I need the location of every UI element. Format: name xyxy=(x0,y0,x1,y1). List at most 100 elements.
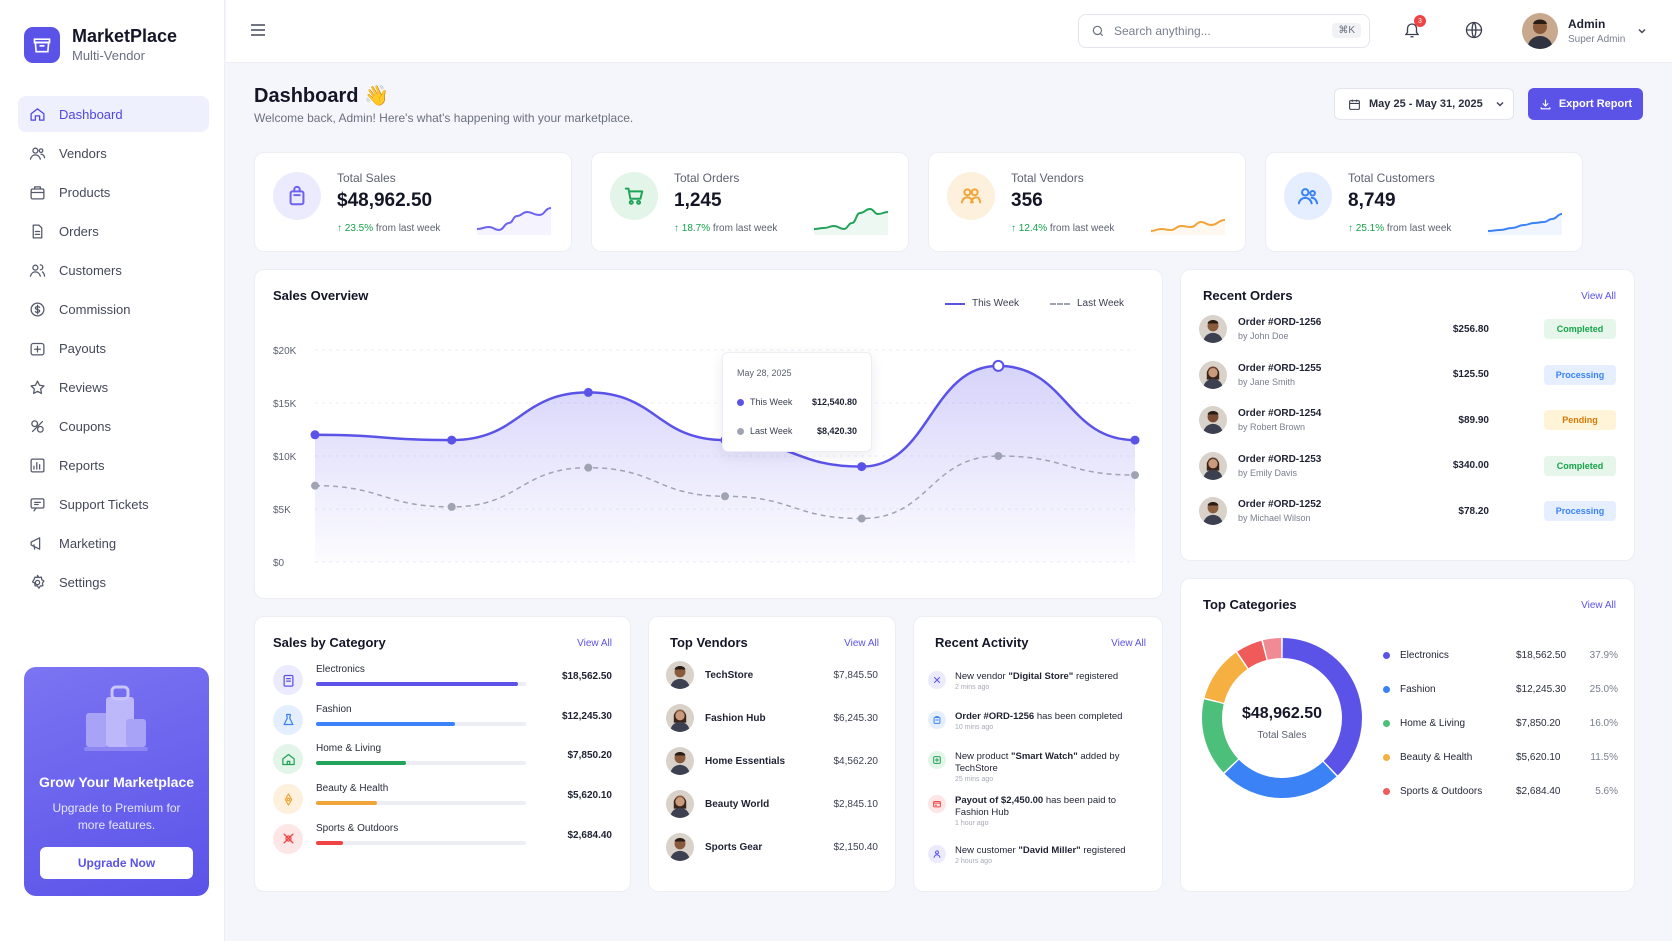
this-week-point[interactable] xyxy=(583,387,593,397)
activity-time: 25 mins ago xyxy=(955,776,994,783)
vendor-name: TechStore xyxy=(705,669,754,681)
top-category-legend-item[interactable]: Sports & Outdoors $2,684.40 5.6% xyxy=(1383,784,1618,798)
sales-by-category-view-all-link[interactable]: View All xyxy=(577,638,612,649)
order-row[interactable]: Order #ORD-1253 by Emily Davis $340.00 Comp… xyxy=(1199,445,1616,487)
sidebar-item-reports[interactable]: Reports xyxy=(18,447,209,483)
sidebar-item-vendors[interactable]: Vendors xyxy=(18,135,209,171)
top-category-name: Fashion xyxy=(1400,683,1436,695)
sidebar-item-commission[interactable]: Commission xyxy=(18,291,209,327)
order-row[interactable]: Order #ORD-1256 by John Doe $256.80 Complet… xyxy=(1199,308,1616,350)
this-week-point[interactable] xyxy=(310,430,320,440)
sidebar-item-marketing[interactable]: Marketing xyxy=(18,525,209,561)
activity-item[interactable]: New vendor "Digital Store" registered 2 m… xyxy=(928,671,1148,707)
export-report-button[interactable]: Export Report xyxy=(1528,88,1643,120)
legend-dot xyxy=(1383,787,1390,795)
upgrade-now-button[interactable]: Upgrade Now xyxy=(40,847,193,879)
legend-this-week[interactable]: This Week xyxy=(945,298,1019,309)
order-id: Order #ORD-1254 xyxy=(1238,408,1322,419)
export-report-label: Export Report xyxy=(1558,98,1633,110)
top-category-legend-item[interactable]: Home & Living $7,850.20 16.0% xyxy=(1383,716,1618,730)
stat-change-percent: 23.5% xyxy=(344,223,374,234)
arrow-up-icon: ↑ xyxy=(674,223,682,234)
activity-item[interactable]: New customer "David Miller" registered 2 … xyxy=(928,845,1148,881)
stat-change: ↑ 23.5% from last week xyxy=(337,223,440,234)
category-row[interactable]: Electronics $18,562.50 xyxy=(273,664,612,695)
order-amount: $89.90 xyxy=(1458,414,1489,426)
stat-change-percent: 18.7% xyxy=(681,223,711,234)
sidebar-item-orders[interactable]: Orders xyxy=(18,213,209,249)
order-row[interactable]: Order #ORD-1252 by Michael Wilson $78.20 Pr… xyxy=(1199,490,1616,532)
activity-item[interactable]: Order #ORD-1256 has been completed 10 min… xyxy=(928,711,1148,747)
this-week-point[interactable] xyxy=(447,435,457,445)
order-row[interactable]: Order #ORD-1255 by Jane Smith $125.50 Proce… xyxy=(1199,354,1616,396)
donut-slice[interactable] xyxy=(1237,640,1267,669)
category-row[interactable]: Fashion $12,245.30 xyxy=(273,704,612,735)
last-week-point[interactable] xyxy=(447,502,456,511)
activity-time: 2 mins ago xyxy=(955,684,990,691)
stat-card-total-sales[interactable]: Total Sales $48,962.50 ↑ 23.5% from last w… xyxy=(254,152,572,252)
last-week-point[interactable] xyxy=(994,452,1003,460)
category-name: Home & Living xyxy=(316,743,382,755)
stat-card-total-orders[interactable]: Total Orders 1,245 ↑ 18.7% from last week xyxy=(591,152,909,252)
sidebar-item-dashboard[interactable]: Dashboard xyxy=(18,96,209,132)
stat-change: ↑ 12.4% from last week xyxy=(1011,223,1114,234)
recent-activity-view-all-link[interactable]: View All xyxy=(1111,638,1146,649)
vendor-row[interactable]: Fashion Hub $6,245.30 xyxy=(666,704,878,732)
donut-slice[interactable] xyxy=(1262,638,1282,660)
sidebar-item-settings[interactable]: Settings xyxy=(18,564,209,600)
vendor-row[interactable]: Beauty World $2,845.10 xyxy=(666,790,878,818)
top-category-legend-item[interactable]: Beauty & Health $5,620.10 11.5% xyxy=(1383,750,1618,764)
top-category-legend-item[interactable]: Fashion $12,245.30 25.0% xyxy=(1383,682,1618,696)
donut-slice[interactable] xyxy=(1202,699,1239,773)
sidebar-item-customers[interactable]: Customers xyxy=(18,252,209,288)
language-button[interactable] xyxy=(1464,20,1484,40)
stat-card-total-customers[interactable]: Total Customers 8,749 ↑ 25.1% from last we… xyxy=(1265,152,1583,252)
category-row[interactable]: Beauty & Health $5,620.10 xyxy=(273,783,612,815)
vendor-row[interactable]: Home Essentials $4,562.20 xyxy=(666,747,878,775)
search-input[interactable] xyxy=(1114,24,1314,38)
vendor-avatar xyxy=(666,790,694,818)
sidebar-item-reviews[interactable]: Reviews xyxy=(18,369,209,405)
last-week-point[interactable] xyxy=(584,463,593,472)
legend-last-week[interactable]: Last Week xyxy=(1050,298,1124,309)
sidebar-item-coupons[interactable]: Coupons xyxy=(18,408,209,444)
sports-icon xyxy=(273,823,303,854)
this-week-point[interactable] xyxy=(992,359,1005,372)
recent-orders-view-all-link[interactable]: View All xyxy=(1581,291,1616,302)
top-category-legend-item[interactable]: Electronics $18,562.50 37.9% xyxy=(1383,648,1618,662)
this-week-point[interactable] xyxy=(857,462,867,472)
order-id: Order #ORD-1255 xyxy=(1238,362,1322,374)
order-row[interactable]: Order #ORD-1254 by Robert Brown $89.90 Pend… xyxy=(1199,399,1616,441)
category-row[interactable]: Home & Living $7,850.20 xyxy=(273,743,612,775)
last-week-point[interactable] xyxy=(1131,471,1139,480)
order-id: Order #ORD-1252 xyxy=(1238,499,1322,510)
donut-slice[interactable] xyxy=(1282,638,1362,776)
last-week-point[interactable] xyxy=(311,481,319,490)
activity-item[interactable]: New product "Smart Watch" added by TechS… xyxy=(928,751,1148,787)
this-week-area xyxy=(315,365,1135,562)
hamburger-menu-icon[interactable] xyxy=(250,22,266,38)
sidebar-item-payouts[interactable]: Payouts xyxy=(18,330,209,366)
logo[interactable]: MarketPlace Multi-Vendor xyxy=(24,26,177,63)
last-week-point[interactable] xyxy=(857,514,866,523)
notifications-button[interactable]: 3 xyxy=(1403,15,1426,40)
user-menu[interactable]: Admin Super Admin xyxy=(1522,13,1647,49)
vendor-row[interactable]: Sports Gear $2,150.40 xyxy=(666,833,878,861)
y-tick-label: $0 xyxy=(273,558,285,569)
vendor-row[interactable]: TechStore $7,845.50 xyxy=(666,661,878,689)
top-vendors-view-all-link[interactable]: View All xyxy=(844,638,879,649)
sidebar-item-label: Commission xyxy=(59,301,131,317)
last-week-point[interactable] xyxy=(721,492,729,501)
activity-text-highlight: Payout of $2,450.00 xyxy=(955,795,1044,806)
sidebar-item-products[interactable]: Products xyxy=(18,174,209,210)
stat-card-total-vendors[interactable]: Total Vendors 356 ↑ 12.4% from last week xyxy=(928,152,1246,252)
top-categories-view-all-link[interactable]: View All xyxy=(1581,600,1616,611)
activity-item[interactable]: Payout of $2,450.00 has been paid to Fas… xyxy=(928,795,1148,831)
date-range-picker[interactable]: May 25 - May 31, 2025 xyxy=(1334,88,1514,120)
donut-slice[interactable] xyxy=(1204,652,1248,703)
this-week-point[interactable] xyxy=(1130,435,1140,445)
activity-text-post: has been completed xyxy=(1034,711,1123,722)
category-row[interactable]: Sports & Outdoors $2,684.40 xyxy=(273,823,612,854)
sidebar-item-support-tickets[interactable]: Support Tickets xyxy=(18,486,209,522)
donut-slice[interactable] xyxy=(1224,759,1337,798)
